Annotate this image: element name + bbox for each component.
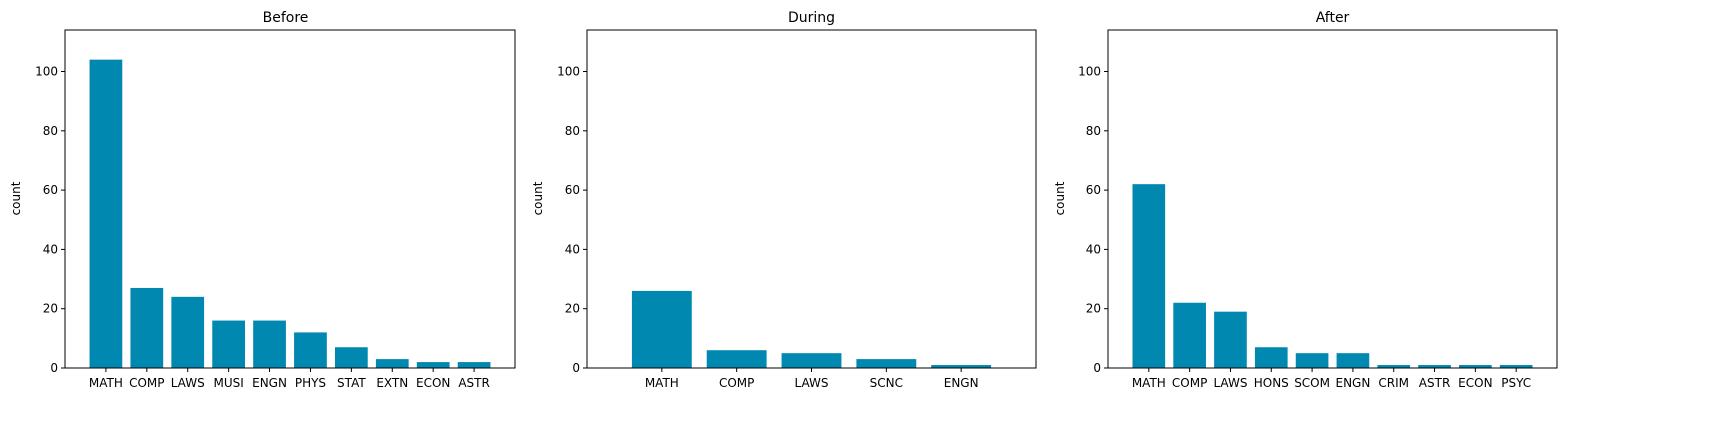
y-tick-label: 80 (565, 124, 580, 138)
y-ticks: 0 20 40 60 80 100 (35, 65, 65, 375)
bar-psyc (1499, 365, 1533, 368)
x-tick-label: CRIM (1378, 376, 1409, 390)
y-tick-label: 60 (1086, 183, 1101, 197)
y-tick-label: 80 (1086, 124, 1101, 138)
y-tick-label: 20 (1086, 302, 1101, 316)
bar-astr (457, 362, 491, 368)
chart-title: During (788, 10, 835, 26)
y-tick-label: 100 (35, 65, 58, 79)
x-tick-label: MATH (1132, 376, 1166, 390)
axes-frame (586, 29, 1037, 369)
bar-econ (1459, 365, 1492, 368)
bar-engn (931, 365, 992, 368)
chart-title: Before (263, 10, 309, 26)
y-tick-label: 80 (43, 124, 58, 138)
bar-laws (781, 353, 842, 368)
x-tick-label: STAT (337, 376, 366, 390)
x-tick-label: MATH (89, 376, 123, 390)
bar-musi (212, 320, 245, 368)
x-tick-label: ENGN (944, 376, 979, 390)
y-ticks: 0 20 40 60 80 100 (1078, 65, 1108, 375)
x-tick-label: EXTN (376, 376, 408, 390)
bar-engn (253, 320, 286, 368)
x-tick-label: COMP (1172, 376, 1207, 390)
y-tick-label: 0 (50, 361, 58, 375)
bar-stat (335, 347, 368, 368)
y-axis-label: count (1053, 181, 1067, 215)
y-axis-label: count (531, 181, 545, 215)
x-tick-label: SCNC (870, 376, 903, 390)
x-tick-label: ENGN (252, 376, 287, 390)
x-tick-label: COMP (719, 376, 754, 390)
x-ticks: MATH COMP LAWS HONS SCOM ENGN CRIM ASTR ECON PSYC (1132, 368, 1531, 390)
bar-scom (1295, 353, 1329, 368)
bars (89, 59, 491, 369)
x-tick-label: COMP (129, 376, 164, 390)
x-tick-label: HONS (1254, 376, 1289, 390)
y-axis-label: count (9, 181, 23, 215)
bar-phys (294, 332, 327, 368)
x-tick-label: ASTR (458, 376, 490, 390)
bar-laws (171, 296, 205, 368)
y-tick-label: 100 (1078, 65, 1101, 79)
y-tick-label: 0 (1093, 361, 1101, 375)
bar-extn (375, 359, 409, 368)
bar-astr (1418, 365, 1451, 368)
bar-engn (1336, 353, 1370, 368)
x-tick-label: LAWS (171, 376, 205, 390)
y-tick-label: 0 (572, 361, 580, 375)
x-tick-label: ASTR (1419, 376, 1451, 390)
x-ticks: MATH COMP LAWS SCNC ENGN (645, 368, 979, 390)
y-tick-label: 40 (1086, 242, 1101, 256)
bar-crim (1377, 365, 1411, 368)
x-tick-label: LAWS (795, 376, 829, 390)
chart-panel-during: During count 0 20 40 60 80 100 MATH COMP LAWS SC… (531, 10, 1037, 390)
x-tick-label: PHYS (295, 376, 326, 390)
y-tick-label: 40 (43, 242, 58, 256)
y-ticks: 0 20 40 60 80 100 (557, 65, 587, 375)
x-tick-label: PSYC (1501, 376, 1531, 390)
bar-laws (1214, 311, 1247, 368)
x-tick-label: MATH (645, 376, 679, 390)
bar-math (1132, 184, 1166, 368)
x-tick-label: ECON (416, 376, 450, 390)
chart-panel-after: After count 0 20 40 60 80 100 MATH COMP LAWS HON… (1053, 10, 1558, 390)
y-tick-label: 100 (557, 65, 580, 79)
y-tick-label: 20 (565, 302, 580, 316)
bar-econ (416, 362, 450, 368)
bar-hons (1254, 347, 1288, 368)
x-tick-label: LAWS (1213, 376, 1247, 390)
chart-panel-before: Before count 0 20 40 60 80 100 MATH COMP LAWS MU… (9, 10, 516, 390)
y-tick-label: 60 (565, 183, 580, 197)
x-tick-label: ECON (1458, 376, 1492, 390)
bars (1132, 184, 1533, 368)
bar-math (89, 59, 123, 369)
bar-comp (706, 350, 767, 368)
chart-title: After (1316, 10, 1350, 26)
y-tick-label: 40 (565, 242, 580, 256)
x-ticks: MATH COMP LAWS MUSI ENGN PHYS STAT EXTN ECON ASTR (89, 368, 490, 390)
x-tick-label: SCOM (1294, 376, 1330, 390)
axes-frame (64, 29, 516, 369)
bar-math (631, 290, 692, 368)
x-tick-label: ENGN (1335, 376, 1370, 390)
bar-scnc (856, 359, 917, 368)
y-tick-label: 60 (43, 183, 58, 197)
y-tick-label: 20 (43, 302, 58, 316)
bar-comp (130, 287, 164, 368)
bars (631, 290, 992, 368)
axes-frame (1107, 29, 1558, 369)
x-tick-label: MUSI (213, 376, 243, 390)
bar-comp (1173, 302, 1206, 368)
